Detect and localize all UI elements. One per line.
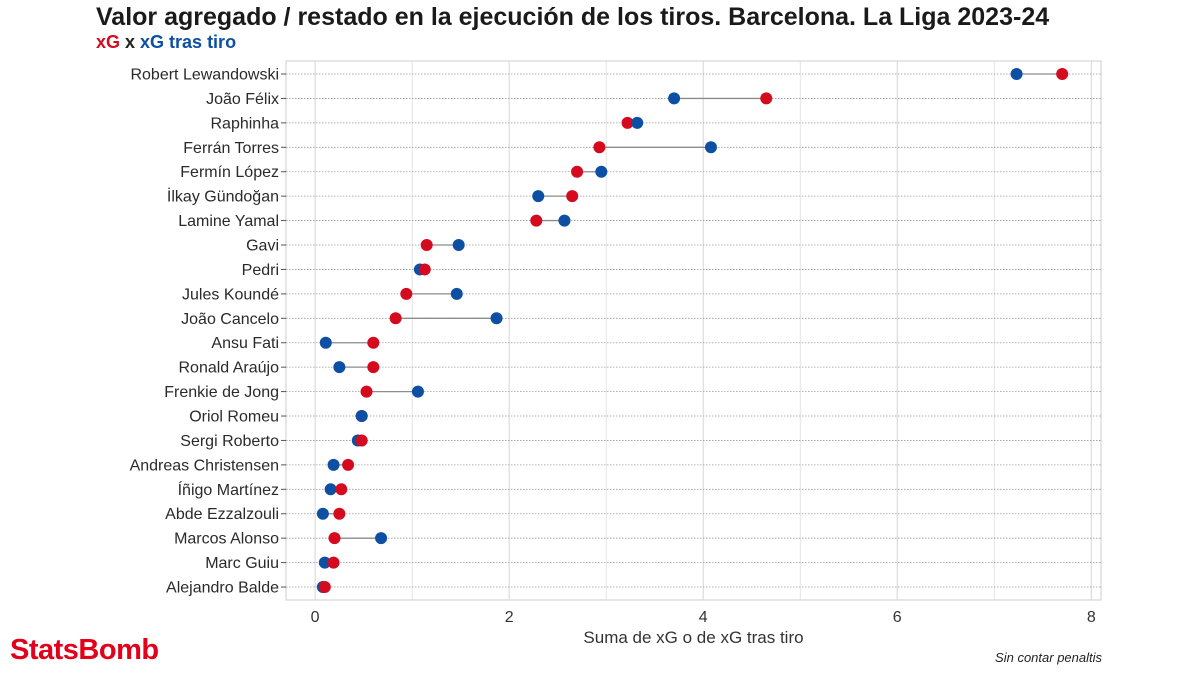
xg-point xyxy=(335,483,348,496)
x-tick-label: 2 xyxy=(505,609,514,626)
player-label: Gavi xyxy=(246,238,279,255)
x-tick-label: 6 xyxy=(893,609,902,626)
subtitle-xgot-label: xG tras tiro xyxy=(140,32,237,52)
chart-subtitle: xG x xG tras tiro xyxy=(96,32,236,53)
player-label: Sergi Roberto xyxy=(180,433,279,450)
player-label: Jules Koundé xyxy=(182,286,279,303)
xgot-point xyxy=(375,532,388,545)
xg-point xyxy=(367,336,380,349)
plot-panel xyxy=(285,60,1102,601)
x-tick-label: 4 xyxy=(699,609,708,626)
player-label: Marc Guiu xyxy=(205,555,279,572)
xg-point xyxy=(420,239,433,252)
xg-point xyxy=(355,434,368,447)
x-tick-label: 8 xyxy=(1087,609,1096,626)
player-label: Frenkie de Jong xyxy=(164,384,279,401)
footnote: Sin contar penaltis xyxy=(995,650,1102,665)
player-label: Raphinha xyxy=(211,115,280,132)
player-label: Marcos Alonso xyxy=(174,531,279,548)
xgot-point xyxy=(355,410,368,423)
xgot-point xyxy=(411,385,424,398)
xg-point xyxy=(367,361,380,374)
xgot-point xyxy=(595,165,608,178)
xg-point xyxy=(593,141,606,154)
xg-point xyxy=(418,263,431,276)
player-label: Oriol Romeu xyxy=(189,409,279,426)
xgot-point xyxy=(558,214,571,227)
subtitle-separator: x xyxy=(120,32,141,52)
xg-point xyxy=(318,581,331,594)
xgot-point xyxy=(452,239,465,252)
xgot-point xyxy=(490,312,503,325)
player-label: Ansu Fati xyxy=(211,335,279,352)
xg-point xyxy=(621,116,634,129)
player-label: Fermín López xyxy=(180,164,279,181)
player-label: İlkay Gündoğan xyxy=(167,187,279,206)
xgot-point xyxy=(631,116,644,129)
xg-point xyxy=(1056,68,1069,80)
xg-point xyxy=(327,556,340,569)
player-label: João Félix xyxy=(206,91,279,108)
xgot-point xyxy=(327,458,340,471)
xg-point xyxy=(389,312,402,325)
player-label: João Cancelo xyxy=(181,311,279,328)
xgot-point xyxy=(324,483,337,496)
player-label: Ronald Araújo xyxy=(178,360,279,377)
statsbomb-logo: StatsBomb xyxy=(10,634,159,666)
x-tick-label: 0 xyxy=(311,609,320,626)
player-label: Ferrán Torres xyxy=(183,140,279,157)
xgot-point xyxy=(704,141,717,154)
xgot-point xyxy=(316,507,329,520)
xgot-point xyxy=(668,92,681,105)
subtitle-xg-label: xG xyxy=(96,32,121,52)
xgot-point xyxy=(1010,68,1023,80)
xg-point xyxy=(360,385,373,398)
x-axis-label: Suma de xG o de xG tras tiro xyxy=(583,628,803,647)
xgot-point xyxy=(319,336,332,349)
xgot-point xyxy=(318,556,331,569)
player-label: Robert Lewandowski xyxy=(130,67,279,84)
xg-point xyxy=(333,507,346,520)
player-label: Íñigo Martínez xyxy=(178,480,279,499)
chart-title: Valor agregado / restado en la ejecución… xyxy=(96,3,1050,31)
player-label: Alejandro Balde xyxy=(166,580,279,597)
player-label: Abde Ezzalzouli xyxy=(165,506,279,523)
xgot-point xyxy=(532,190,545,203)
xg-point xyxy=(566,190,579,203)
xg-point xyxy=(400,287,413,300)
player-label: Andreas Christensen xyxy=(130,457,279,474)
player-label: Lamine Yamal xyxy=(178,213,279,230)
xgot-point xyxy=(333,361,346,374)
xg-point xyxy=(328,532,341,545)
xg-point xyxy=(342,458,355,471)
xgot-point xyxy=(450,287,463,300)
xg-point xyxy=(571,165,584,178)
xg-point xyxy=(760,92,773,105)
player-label: Pedri xyxy=(242,262,279,279)
xg-point xyxy=(530,214,543,227)
